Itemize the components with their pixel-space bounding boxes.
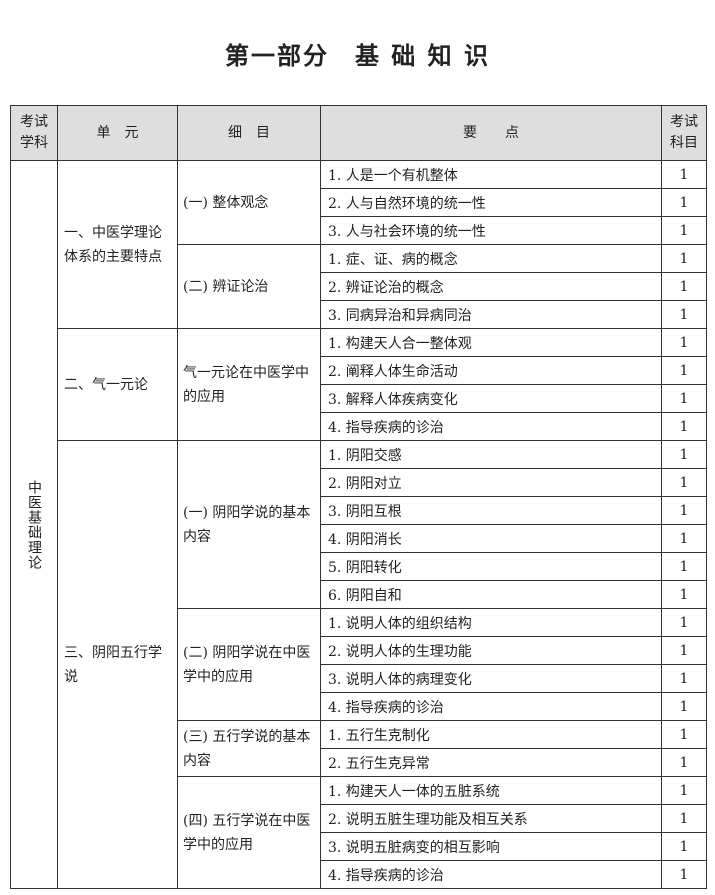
table-row: 中医基础理论 一、中医学理论体系的主要特点 (一) 整体观念 1. 人是一个有机整体 1 [10,160,707,889]
point-cell: 4. 阴阳消长 [320,524,662,553]
point-cell: 3. 解释人体疾病变化 [320,384,662,413]
table-row: 4. 指导疾病的诊治 1 [11,860,707,889]
table-row: 2. 说明人体的生理功能 1 [11,636,707,665]
exam-subject-cell: 1 [661,580,707,609]
table-row: 二、气一元论 气一元论在中医学中的应用 1. 构建天人合一整体观 1 [11,328,707,441]
exam-subject-cell: 1 [661,552,707,581]
table-row: 2. 人与自然环境的统一性 1 [11,188,707,217]
header-points: 要 点 [320,105,662,161]
exam-subject-cell: 1 [661,440,707,469]
exam-subject-cell: 1 [661,720,707,749]
detail-cell: (二) 辨证论治 [177,244,321,329]
point-cell: 1. 症、证、病的概念 [320,244,662,273]
point-cell: 4. 指导疾病的诊治 [320,860,662,889]
exam-subject-cell: 1 [661,328,707,357]
table-row: 3. 解释人体疾病变化 1 [11,384,707,413]
point-cell: 2. 说明五脏生理功能及相互关系 [320,804,662,833]
point-cell: 3. 阴阳互根 [320,496,662,525]
exam-subject-cell: 1 [661,496,707,525]
point-cell: 3. 说明五脏病变的相互影响 [320,832,662,861]
point-cell: 3. 说明人体的病理变化 [320,664,662,693]
header-row: 考试 学科 单 元 细 目 要 点 考试 科目 [10,105,707,161]
page-title: 第一部分 基 础 知 识 [224,42,491,70]
exam-subject-cell: 1 [661,664,707,693]
point-cell: 1. 构建天人合一整体观 [320,328,662,357]
point-cell: 3. 人与社会环境的统一性 [320,216,662,245]
point-cell: 6. 阴阳自和 [320,580,662,609]
point-cell: 2. 说明人体的生理功能 [320,636,662,665]
point-cell: 1. 阴阳交感 [320,440,662,469]
table-row: 5. 阴阳转化 1 [11,552,707,581]
header-exam-subject: 考试 科目 [661,105,707,161]
table-row: (三) 五行学说的基本内容 1. 五行生克制化 1 [11,720,707,777]
exam-subject-cell: 1 [661,356,707,385]
table-row: 3. 人与社会环境的统一性 1 [11,216,707,245]
point-cell: 1. 人是一个有机整体 [320,160,662,189]
exam-subject-cell: 1 [661,804,707,833]
exam-subject-cell: 1 [661,748,707,777]
table-row: 4. 指导疾病的诊治 1 [11,692,707,721]
syllabus-table: 考试 学科 单 元 细 目 要 点 考试 科目 中医基础理论 一、中医学理论体系的主要… [10,105,707,889]
detail-cell: (四) 五行学说在中医学中的应用 [177,776,321,889]
table-row: 三、阴阳五行学说 (一) 阴阳学说的基本内容 1. 阴阳交感 1 [11,440,707,889]
point-cell: 5. 阴阳转化 [320,552,662,581]
detail-cell: (一) 整体观念 [177,160,321,245]
table-row: 4. 指导疾病的诊治 1 [11,412,707,441]
exam-subject-cell: 1 [661,860,707,889]
exam-subject-cell: 1 [661,608,707,637]
point-cell: 2. 人与自然环境的统一性 [320,188,662,217]
exam-subject-cell: 1 [661,832,707,861]
exam-subject-cell: 1 [661,412,707,441]
header-unit: 单 元 [57,105,178,161]
point-cell: 4. 指导疾病的诊治 [320,412,662,441]
exam-subject-cell: 1 [661,692,707,721]
exam-subject-cell: 1 [661,524,707,553]
detail-cell: (一) 阴阳学说的基本内容 [177,440,321,609]
point-cell: 3. 同病异治和异病同治 [320,300,662,329]
header-detail: 细 目 [177,105,321,161]
header-subject: 考试 学科 [10,105,58,161]
exam-subject-cell: 1 [661,636,707,665]
point-cell: 1. 说明人体的组织结构 [320,608,662,637]
point-cell: 2. 阐释人体生命活动 [320,356,662,385]
point-cell: 1. 构建天人一体的五脏系统 [320,776,662,805]
detail-cell: (三) 五行学说的基本内容 [177,720,321,777]
exam-subject-cell: 1 [661,272,707,301]
exam-subject-cell: 1 [661,244,707,273]
detail-cell: 气一元论在中医学中的应用 [177,328,321,441]
exam-subject-cell: 1 [661,776,707,805]
table-row: 3. 说明人体的病理变化 1 [11,664,707,693]
point-cell: 4. 指导疾病的诊治 [320,692,662,721]
exam-subject-cell: 1 [661,468,707,497]
exam-subject-cell: 1 [661,216,707,245]
exam-subject-cell: 1 [661,300,707,329]
table-row: 2. 说明五脏生理功能及相互关系 1 [11,804,707,833]
detail-cell: (二) 阴阳学说在中医学中的应用 [177,608,321,721]
unit-cell: 二、气一元论 [57,328,178,441]
point-cell: 1. 五行生克制化 [320,720,662,749]
subject-cell: 中医基础理论 [10,160,58,889]
unit-cell: 一、中医学理论体系的主要特点 [57,160,178,329]
unit-cell: 三、阴阳五行学说 [57,440,178,889]
table-row: (二) 阴阳学说在中医学中的应用 1. 说明人体的组织结构 1 [11,608,707,721]
point-cell: 2. 五行生克异常 [320,748,662,777]
point-cell: 2. 阴阳对立 [320,468,662,497]
exam-subject-cell: 1 [661,160,707,189]
table-row: (二) 辨证论治 1. 症、证、病的概念 1 [11,244,707,329]
point-cell: 2. 辨证论治的概念 [320,272,662,301]
exam-subject-cell: 1 [661,384,707,413]
table-body: 中医基础理论 一、中医学理论体系的主要特点 (一) 整体观念 1. 人是一个有机整体 1… [10,160,707,889]
exam-subject-cell: 1 [661,188,707,217]
